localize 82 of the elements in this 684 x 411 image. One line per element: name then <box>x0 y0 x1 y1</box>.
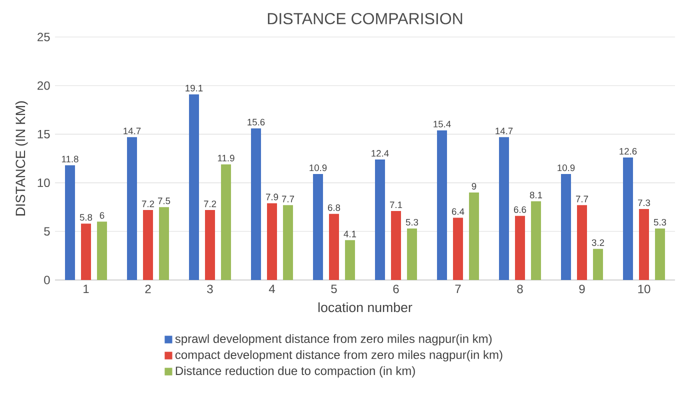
y-tick-label: 20 <box>38 81 50 90</box>
data-label: 10.9 <box>310 164 327 172</box>
data-label: 7.5 <box>158 198 170 204</box>
data-label: 5.3 <box>654 218 666 226</box>
data-label: 10.9 <box>558 164 575 172</box>
bar <box>639 209 650 280</box>
x-tick-label: 2 <box>145 284 151 294</box>
data-label: 6.8 <box>328 204 340 211</box>
bar <box>313 174 324 280</box>
x-tick-label: 7 <box>455 284 461 293</box>
bar <box>97 222 107 280</box>
data-label: 9 <box>472 182 476 190</box>
bar <box>127 137 138 280</box>
data-label: 7.7 <box>282 196 294 202</box>
data-label: 12.4 <box>372 150 389 157</box>
data-label: 11.9 <box>218 154 234 162</box>
bar <box>561 174 572 280</box>
bar <box>577 205 587 280</box>
x-axis-title: location number <box>318 302 412 312</box>
x-tick-label: 10 <box>638 284 650 294</box>
data-label: 7.7 <box>576 196 588 202</box>
bar <box>143 210 153 280</box>
x-tick-label: 9 <box>579 284 585 294</box>
bar <box>65 165 76 280</box>
bar <box>329 214 340 280</box>
x-tick-label: 3 <box>207 284 213 294</box>
data-label: 14.7 <box>124 128 141 134</box>
data-label: 7.2 <box>142 200 154 208</box>
bar <box>469 192 480 280</box>
data-label: 4.1 <box>344 230 356 238</box>
legend-label: compact development distance from zero miles nagpur(in km) <box>175 350 502 362</box>
bar <box>205 210 216 280</box>
bar <box>499 137 509 280</box>
bar <box>189 94 199 280</box>
bar <box>391 210 402 280</box>
bar <box>407 228 418 280</box>
bar <box>623 158 634 280</box>
bar <box>251 128 262 280</box>
x-tick-label: 6 <box>393 284 399 294</box>
bar <box>221 164 232 280</box>
data-label: 6.6 <box>514 206 526 213</box>
data-label: 8.1 <box>530 192 542 198</box>
bar <box>515 216 526 280</box>
bar <box>531 201 541 280</box>
data-label: 15.6 <box>248 118 265 126</box>
bar <box>375 159 386 280</box>
data-label: 5.8 <box>80 214 92 221</box>
y-tick-label: 10 <box>38 178 50 188</box>
data-label: 5.3 <box>406 218 418 226</box>
bar <box>655 228 666 280</box>
data-label: 15.4 <box>434 120 451 128</box>
data-label: 19.1 <box>186 84 203 92</box>
y-axis-title: DISTANCE (IN KM) <box>15 101 28 216</box>
bar <box>81 224 92 280</box>
data-label: 7.2 <box>204 200 216 208</box>
bar <box>593 248 604 280</box>
x-tick-label: 1 <box>84 284 89 293</box>
chart-title: DISTANCE COMPARISION <box>268 12 462 24</box>
bar <box>437 130 448 280</box>
data-label: 12.6 <box>620 148 637 155</box>
x-tick-label: 4 <box>268 284 275 293</box>
legend-label: Distance reduction due to compaction (in km) <box>176 366 415 378</box>
data-label: 11.8 <box>62 156 78 162</box>
data-label: 3.2 <box>592 239 604 246</box>
y-tick-label: 5 <box>44 227 50 236</box>
x-tick-label: 8 <box>517 284 523 294</box>
bar <box>283 205 294 280</box>
bar <box>345 240 356 280</box>
data-label: 14.7 <box>496 128 513 134</box>
legend-label: sprawl development distance from zero miles nagpur(in km) <box>175 334 492 346</box>
y-tick-label: 25 <box>38 32 50 42</box>
data-label: 6.4 <box>452 208 464 215</box>
data-label: 7.3 <box>638 200 650 206</box>
bar <box>267 203 278 280</box>
bar <box>453 218 463 280</box>
data-label: 6 <box>100 212 104 219</box>
data-label: 7.9 <box>266 194 278 200</box>
y-tick-label: 15 <box>38 130 50 138</box>
y-tick-label: 0 <box>44 276 50 284</box>
data-label: 7.1 <box>390 202 402 208</box>
bar <box>159 207 170 280</box>
x-tick-label: 5 <box>331 284 337 294</box>
